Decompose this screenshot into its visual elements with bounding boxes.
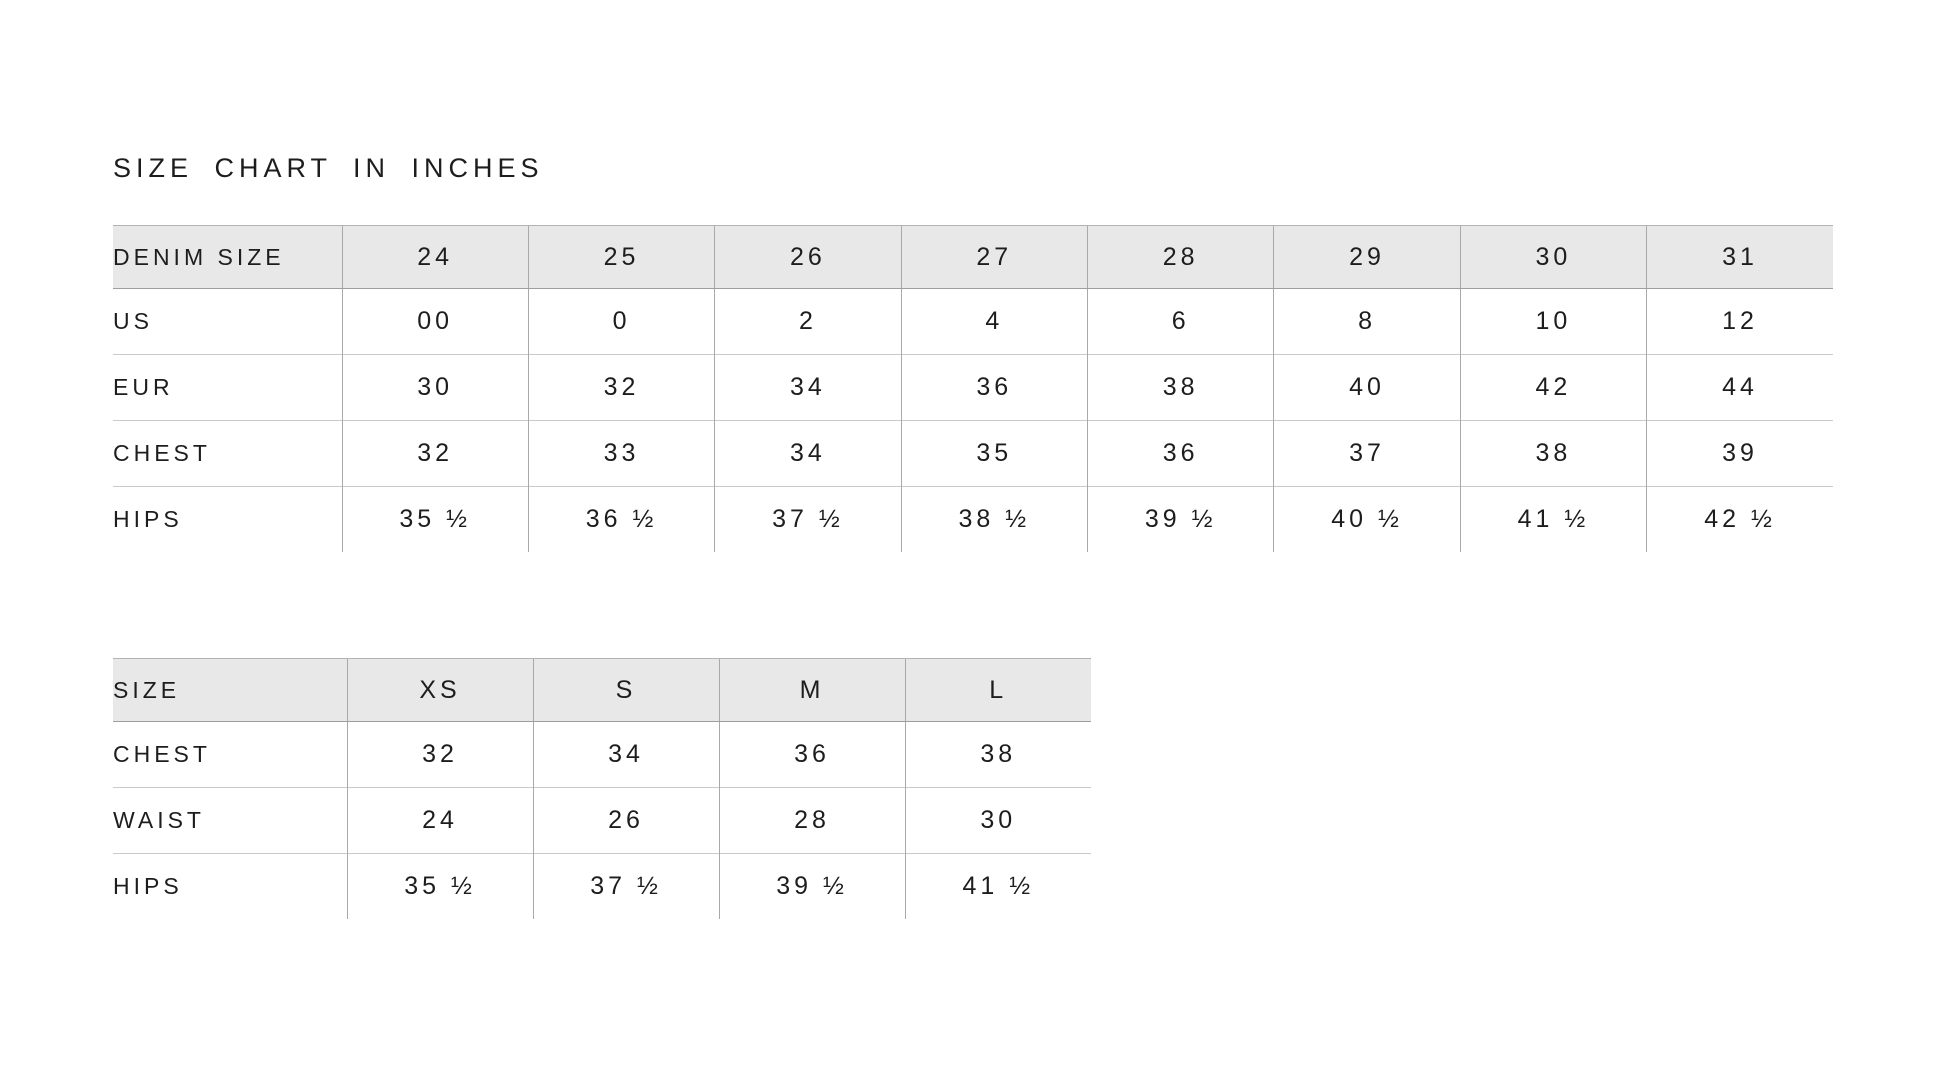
cell: 35 ½	[341, 486, 529, 552]
cell: 30	[341, 354, 529, 421]
denim-row-eur: EUR 30 32 34 36 38 40 42 44	[113, 354, 1833, 421]
cell: 38 ½	[900, 486, 1088, 552]
cell: 37	[1273, 420, 1461, 487]
denim-header-28: 28	[1086, 225, 1274, 289]
cell: 24	[346, 787, 533, 854]
row-label: CHEST	[113, 741, 211, 767]
size-header-row: SIZE XS S M L	[113, 658, 1091, 722]
cell: 38	[1459, 420, 1647, 487]
row-label: HIPS	[113, 486, 342, 552]
cell: 44	[1646, 354, 1833, 421]
denim-header-31: 31	[1646, 225, 1833, 289]
cell: 00	[341, 288, 529, 355]
cell: 42	[1459, 354, 1647, 421]
cell: 26	[532, 787, 719, 854]
cell: 34	[532, 721, 719, 788]
denim-header-25: 25	[527, 225, 715, 289]
size-row-chest: CHEST 32 34 36 38	[113, 721, 1091, 788]
cell: 37 ½	[714, 486, 902, 552]
cell: 4	[900, 288, 1088, 355]
cell: 39 ½	[1086, 486, 1274, 552]
denim-header-row: DENIM SIZE 24 25 26 27 28 29 30 31	[113, 225, 1833, 289]
cell: 6	[1086, 288, 1274, 355]
denim-row-us: US 00 0 2 4 6 8 10 12	[113, 288, 1833, 355]
cell: 30	[904, 787, 1091, 854]
cell: 41 ½	[904, 853, 1091, 919]
cell: 38	[904, 721, 1091, 788]
cell: 10	[1459, 288, 1647, 355]
cell: 32	[341, 420, 529, 487]
denim-header-24: 24	[341, 225, 529, 289]
cell: 32	[527, 354, 715, 421]
denim-header-label: DENIM SIZE	[113, 225, 342, 289]
denim-header-30: 30	[1459, 225, 1647, 289]
cell: 32	[346, 721, 533, 788]
cell: 36	[1086, 420, 1274, 487]
denim-header-26: 26	[714, 225, 902, 289]
cell: 28	[718, 787, 905, 854]
cell: 38	[1086, 354, 1274, 421]
denim-header-29: 29	[1273, 225, 1461, 289]
cell: 36	[718, 721, 905, 788]
denim-size-table: DENIM SIZE 24 25 26 27 28 29 30 31 US 00…	[113, 225, 1833, 552]
cell: 12	[1646, 288, 1833, 355]
cell: 39	[1646, 420, 1833, 487]
size-header-m: M	[718, 658, 905, 722]
size-header-l: L	[904, 658, 1091, 722]
size-row-waist: WAIST 24 26 28 30	[113, 787, 1091, 854]
size-row-hips: HIPS 35 ½ 37 ½ 39 ½ 41 ½	[113, 853, 1091, 919]
cell: 2	[714, 288, 902, 355]
cell: 0	[527, 288, 715, 355]
denim-header-27: 27	[900, 225, 1088, 289]
cell: 36	[900, 354, 1088, 421]
row-label: EUR	[113, 354, 342, 421]
cell: 33	[527, 420, 715, 487]
cell: 37 ½	[532, 853, 719, 919]
row-label: WAIST	[113, 787, 347, 854]
letter-size-table: SIZE XS S M L CHEST 32 34 36 38 WAIST 24…	[113, 658, 1091, 919]
cell: 34	[714, 420, 902, 487]
cell: 35	[900, 420, 1088, 487]
cell: 34	[714, 354, 902, 421]
cell: 41 ½	[1459, 486, 1647, 552]
row-label: US	[113, 308, 153, 334]
page-title: SIZE CHART IN INCHES	[113, 153, 544, 183]
cell: 39 ½	[718, 853, 905, 919]
cell: 40 ½	[1273, 486, 1461, 552]
denim-row-hips: HIPS 35 ½ 36 ½ 37 ½ 38 ½ 39 ½ 40 ½ 41 ½ …	[113, 486, 1833, 552]
denim-row-chest: CHEST 32 33 34 35 36 37 38 39	[113, 420, 1833, 487]
size-header-xs: XS	[346, 658, 533, 722]
size-header-s: S	[532, 658, 719, 722]
cell: 40	[1273, 354, 1461, 421]
cell: 36 ½	[527, 486, 715, 552]
size-header-label: SIZE	[113, 658, 347, 722]
cell: 42 ½	[1646, 486, 1833, 552]
cell: 8	[1273, 288, 1461, 355]
row-label: HIPS	[113, 853, 347, 919]
cell: 35 ½	[346, 853, 533, 919]
row-label: CHEST	[113, 420, 342, 487]
